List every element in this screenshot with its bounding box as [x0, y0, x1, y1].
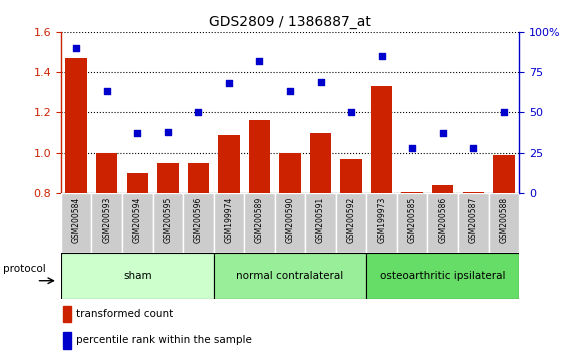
- Bar: [427, 193, 458, 253]
- Text: GSM199974: GSM199974: [224, 196, 233, 243]
- Text: GSM200592: GSM200592: [347, 196, 356, 243]
- Bar: [432, 185, 454, 193]
- Text: protocol: protocol: [3, 264, 46, 274]
- Bar: [61, 193, 92, 253]
- Point: [255, 58, 264, 64]
- Point: [133, 131, 142, 136]
- Text: GSM200585: GSM200585: [408, 196, 416, 243]
- Point: [469, 145, 478, 151]
- Point: [438, 131, 447, 136]
- Bar: [367, 193, 397, 253]
- Bar: [157, 163, 179, 193]
- Bar: [305, 193, 336, 253]
- Bar: [122, 193, 153, 253]
- Text: sham: sham: [123, 271, 151, 281]
- Bar: [126, 173, 148, 193]
- Text: GSM200590: GSM200590: [285, 196, 295, 243]
- Bar: [280, 153, 300, 193]
- Text: GSM200591: GSM200591: [316, 196, 325, 243]
- Point: [163, 129, 172, 135]
- Bar: [153, 193, 183, 253]
- Text: transformed count: transformed count: [76, 309, 173, 319]
- Bar: [63, 306, 71, 322]
- Text: GSM200595: GSM200595: [164, 196, 172, 243]
- Point: [499, 110, 509, 115]
- Point: [346, 110, 356, 115]
- Bar: [244, 193, 275, 253]
- Bar: [183, 193, 213, 253]
- Bar: [458, 193, 488, 253]
- Point: [102, 88, 111, 94]
- Bar: [371, 86, 392, 193]
- Point: [194, 110, 203, 115]
- Text: GSM200589: GSM200589: [255, 196, 264, 243]
- Bar: [249, 120, 270, 193]
- Text: GSM200593: GSM200593: [102, 196, 111, 243]
- Point: [224, 81, 234, 86]
- Bar: [63, 332, 71, 348]
- Text: GSM200588: GSM200588: [499, 196, 508, 242]
- Text: osteoarthritic ipsilateral: osteoarthritic ipsilateral: [380, 271, 506, 281]
- Bar: [61, 253, 213, 299]
- Title: GDS2809 / 1386887_at: GDS2809 / 1386887_at: [209, 16, 371, 29]
- Bar: [463, 192, 484, 193]
- Text: GSM200584: GSM200584: [72, 196, 81, 243]
- Text: GSM200586: GSM200586: [438, 196, 447, 243]
- Point: [285, 88, 295, 94]
- Bar: [213, 193, 244, 253]
- Text: GSM199973: GSM199973: [377, 196, 386, 243]
- Bar: [336, 193, 367, 253]
- Bar: [493, 155, 514, 193]
- Point: [377, 53, 386, 59]
- Bar: [213, 253, 367, 299]
- Bar: [488, 193, 519, 253]
- Bar: [310, 132, 331, 193]
- Point: [408, 145, 417, 151]
- Point: [316, 79, 325, 85]
- Bar: [66, 58, 87, 193]
- Text: GSM200587: GSM200587: [469, 196, 478, 243]
- Bar: [92, 193, 122, 253]
- Bar: [96, 153, 117, 193]
- Bar: [397, 193, 427, 253]
- Bar: [401, 192, 423, 193]
- Text: normal contralateral: normal contralateral: [237, 271, 343, 281]
- Text: GSM200596: GSM200596: [194, 196, 203, 243]
- Text: GSM200594: GSM200594: [133, 196, 142, 243]
- Point: [71, 45, 81, 51]
- Bar: [218, 135, 240, 193]
- Text: percentile rank within the sample: percentile rank within the sample: [76, 335, 252, 345]
- Bar: [275, 193, 305, 253]
- Bar: [188, 163, 209, 193]
- Bar: [367, 253, 519, 299]
- Bar: [340, 159, 362, 193]
